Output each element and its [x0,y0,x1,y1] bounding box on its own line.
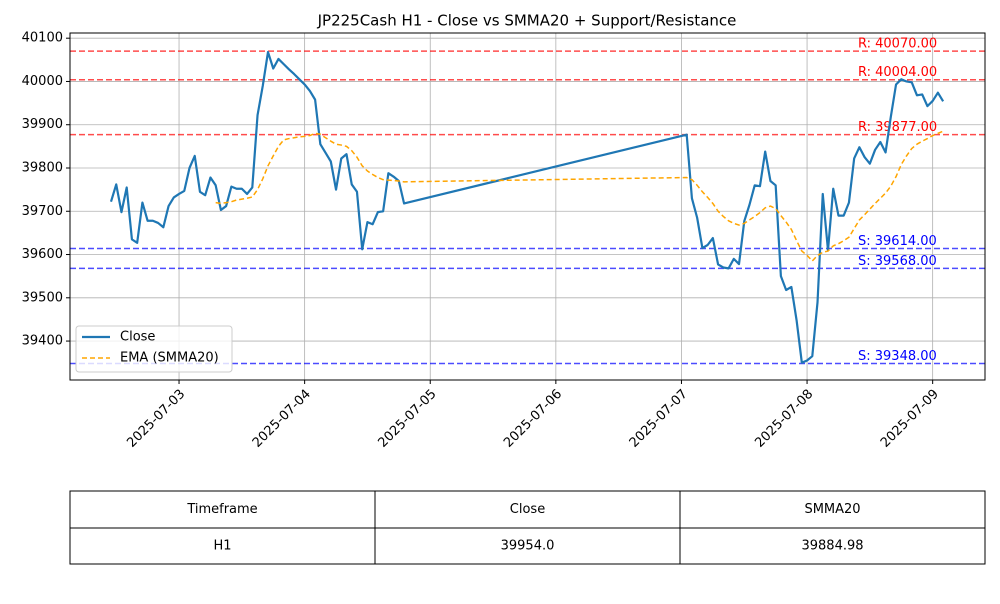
table-cell [69,527,376,565]
x-tick-label: 2025-07-07 [627,387,691,451]
x-tick-label: 2025-07-05 [376,387,440,451]
y-tick-label: 39500 [22,290,63,305]
x-tick-label: 2025-07-08 [752,387,816,451]
y-tick-label: 40100 [22,31,63,46]
y-tick-label: 39700 [22,204,63,219]
legend-box [75,325,233,373]
table-text: H1 [213,539,231,554]
table-text: 39954.0 [501,539,555,554]
x-tick-label: 2025-07-03 [124,387,188,451]
table-cell [679,490,986,529]
table-cell [69,490,376,529]
level-label: R: 40070.00 [858,37,937,52]
table-text: SMMA20 [804,502,860,517]
x-tick-label: 2025-07-04 [250,387,314,451]
y-tick-label: 39800 [22,160,63,175]
table-text: Close [510,502,545,517]
y-tick-label: 39600 [22,247,63,262]
table-cell [374,490,681,529]
level-label: S: 39614.00 [858,234,937,249]
y-tick-label: 39900 [22,117,63,132]
level-label: R: 39877.00 [858,120,937,135]
level-label: S: 39348.00 [858,349,937,364]
legend-label: Close [120,330,155,345]
x-tick-label: 2025-07-06 [501,387,565,451]
level-label: R: 40004.00 [858,65,937,80]
series-line [109,50,945,364]
table-cell [679,527,986,565]
y-tick-label: 39400 [22,334,63,349]
series-line [215,130,944,262]
y-tick-label: 40000 [22,74,63,89]
legend-label: EMA (SMMA20) [120,351,219,366]
x-tick-label: 2025-07-09 [878,387,942,451]
chart-title: JP225Cash H1 - Close vs SMMA20 + Support… [317,12,737,30]
table-text: 39884.98 [801,539,863,554]
level-label: S: 39568.00 [858,254,937,269]
table-text: Timeframe [186,502,257,517]
table-cell [374,527,681,565]
plot-frame [69,32,986,381]
